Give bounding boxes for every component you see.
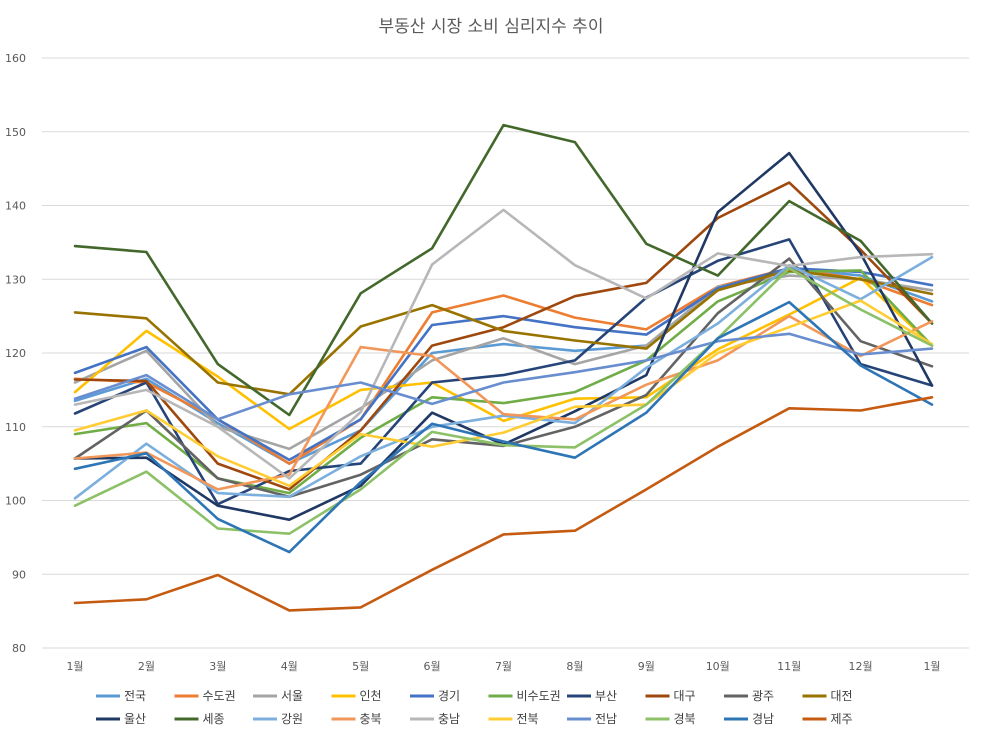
legend-item: 부산 (567, 689, 617, 703)
legend-item: 강원 (253, 712, 303, 726)
legend-item: 전북 (488, 712, 539, 726)
series-line-15 (73, 208, 934, 480)
x-tick-label: 2월 (138, 660, 155, 673)
series-line-18 (73, 266, 934, 536)
y-tick-label: 120 (5, 347, 26, 360)
x-tick-label: 7월 (495, 660, 512, 673)
legend-label: 세종 (203, 712, 225, 726)
x-tick-label: 6월 (424, 660, 441, 673)
x-tick-label: 8월 (566, 660, 583, 673)
legend-item: 경남 (724, 712, 774, 726)
x-tick-label: 11월 (777, 660, 801, 673)
series-line-16 (73, 299, 934, 488)
x-tick-label: 4월 (281, 660, 298, 673)
y-tick-label: 140 (5, 200, 26, 213)
x-tick-label: 3월 (209, 660, 226, 673)
chart-title: 부동산 시장 소비 심리지수 추이 (379, 17, 604, 37)
y-axis-ticks: 80 90 100 110 120 130 140 150 160 (5, 52, 26, 655)
series-line-17 (73, 332, 934, 421)
legend-item: 서울 (253, 689, 303, 703)
legend-label: 인천 (360, 688, 382, 703)
legend-item: 경북 (645, 712, 696, 726)
y-tick-label: 160 (5, 52, 26, 65)
y-tick-label: 150 (5, 126, 26, 139)
legend-item: 충북 (331, 712, 382, 726)
legend-label: 충남 (438, 712, 460, 726)
legend-label: 제주 (831, 712, 853, 726)
legend-item: 충남 (410, 712, 460, 726)
legend-item: 비수도권 (488, 689, 561, 703)
x-tick-label: 9월 (638, 660, 655, 673)
legend-label: 전남 (595, 712, 617, 726)
legend-label: 대전 (831, 689, 853, 703)
legend-label: 서울 (281, 689, 303, 703)
series-line-8 (73, 181, 934, 491)
legend-item: 수도권 (174, 689, 236, 703)
legend-label: 울산 (124, 712, 146, 726)
legend-item: 전남 (567, 712, 617, 726)
legend-item: 전국 (96, 689, 146, 703)
series-line-10 (73, 269, 934, 396)
legend-label: 전국 (124, 689, 146, 703)
series-line-14 (73, 314, 934, 491)
series-lines (73, 123, 934, 612)
x-tick-label: 12월 (849, 660, 873, 673)
legend-item: 대전 (802, 689, 853, 703)
series-line-19 (73, 300, 934, 554)
legend-label: 광주 (752, 689, 774, 703)
y-tick-label: 100 (5, 495, 26, 508)
legend-item: 세종 (174, 712, 225, 726)
x-tick-label: 5월 (352, 660, 369, 673)
y-tick-label: 90 (12, 568, 26, 581)
legend-item: 경기 (410, 689, 460, 703)
y-tick-label: 130 (5, 273, 26, 286)
x-tick-label: 1월 (923, 660, 940, 673)
y-tick-label: 80 (12, 642, 26, 655)
legend-label: 충북 (360, 712, 382, 726)
legend-label: 부산 (595, 689, 617, 703)
legend-item: 울산 (96, 712, 146, 726)
y-tick-label: 110 (5, 421, 26, 434)
series-line-12 (73, 123, 934, 417)
series-line-4 (73, 276, 934, 431)
legend-label: 대구 (674, 689, 696, 703)
legend-label: 비수도권 (517, 689, 561, 703)
legend-item: 인천 (331, 688, 382, 703)
legend-label: 강원 (281, 712, 303, 726)
legend-item: 제주 (802, 712, 853, 726)
legend-label: 전북 (517, 712, 539, 726)
legend-label: 경남 (752, 712, 774, 726)
legend-label: 경기 (438, 689, 460, 703)
x-axis-ticks: 1월 2월 3월 4월 5월 6월 7월 8월 9월 10월 11월 12월 1월 (66, 660, 940, 673)
legend-item: 광주 (724, 689, 774, 703)
legend-label: 수도권 (203, 689, 236, 703)
x-tick-label: 1월 (66, 660, 83, 673)
x-tick-label: 10월 (706, 660, 730, 673)
series-line-20 (73, 395, 934, 612)
legend-label: 경북 (674, 712, 696, 726)
legend-item: 대구 (645, 689, 696, 703)
